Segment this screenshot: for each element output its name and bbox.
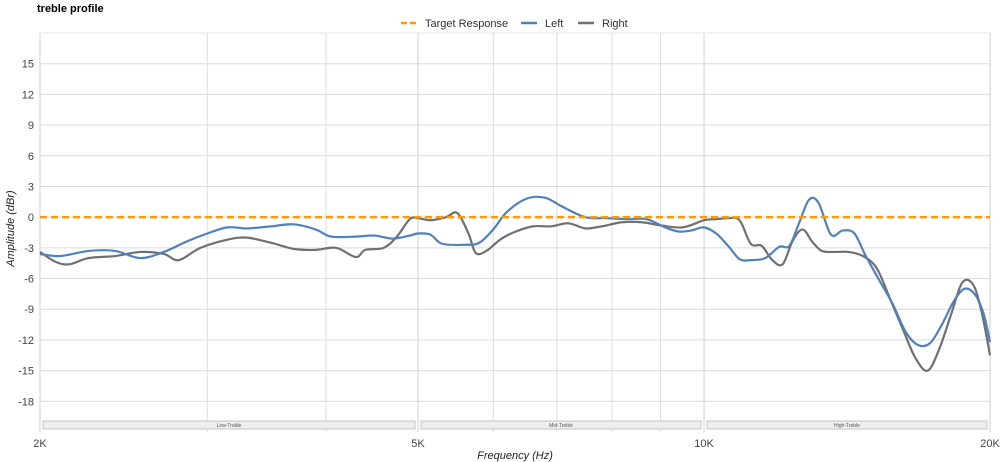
series-line-right: [39, 211, 992, 372]
axis-labels: Frequency (Hz) Amplitude (dBr): [5, 190, 553, 462]
legend-label[interactable]: Left: [545, 18, 563, 30]
y-tick-label: 3: [28, 181, 34, 193]
x-axis-title: Frequency (Hz): [477, 450, 553, 462]
y-tick-label: 9: [28, 120, 34, 132]
y-tick-label: -12: [18, 335, 34, 347]
band-label: Low-Treble: [217, 423, 242, 429]
y-tick-label: -3: [24, 243, 34, 255]
legend-label[interactable]: Right: [602, 18, 628, 30]
band-label: High-Treble: [834, 423, 860, 429]
y-tick-label: -15: [18, 366, 34, 378]
legend: Target Response Left Right: [401, 18, 628, 30]
y-tick-label: 0: [28, 212, 34, 224]
series-line-left: [39, 195, 992, 348]
band-box: [42, 420, 416, 430]
y-tick-label: 12: [22, 89, 34, 101]
y-axis-title: Amplitude (dBr): [5, 190, 17, 268]
y-tick-label: -6: [24, 274, 34, 286]
y-tick-label: 6: [28, 151, 34, 163]
series-layer: [39, 195, 992, 372]
x-tick-label: 2K: [33, 438, 47, 450]
x-tick-label: 20K: [980, 438, 1000, 450]
legend-label[interactable]: Target Response: [425, 18, 508, 30]
y-tick-label: -9: [24, 304, 34, 316]
grid: 15 12 9 6 3 0 -3 -6 -9 -12 -15 -18 2K 5K 10K 20K: [18, 32, 1000, 450]
chart-title: treble profile: [37, 3, 104, 15]
x-tick-label: 10K: [694, 438, 714, 450]
band-box: [706, 420, 988, 430]
y-tick-label: 15: [22, 59, 34, 71]
y-tick-label: -18: [18, 396, 34, 408]
x-tick-label: 5K: [411, 438, 425, 450]
band-label: Mid-Treble: [549, 423, 573, 429]
band-box: [420, 420, 702, 430]
frequency-bands: Low-Treble Mid-Treble High-Treble: [42, 420, 988, 430]
